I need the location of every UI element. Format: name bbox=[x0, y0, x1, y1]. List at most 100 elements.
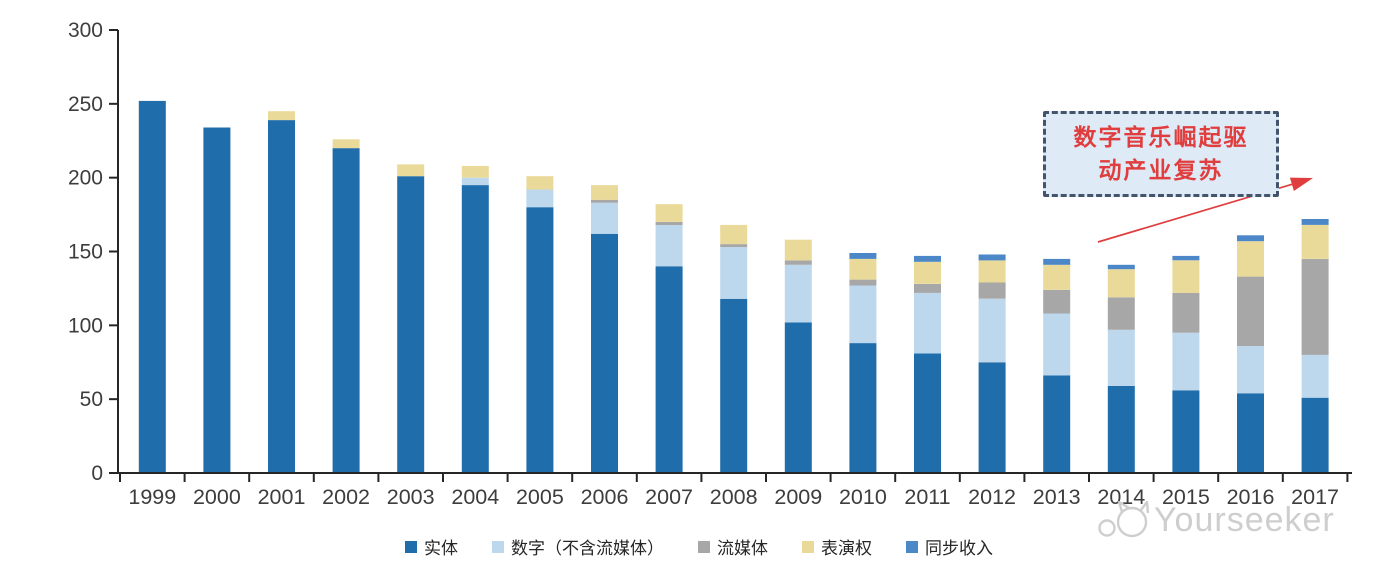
x-tick-label: 2013 bbox=[1033, 485, 1081, 509]
bar-segment bbox=[1107, 269, 1135, 298]
legend-swatch-digital-icon bbox=[492, 540, 504, 553]
bar-segment bbox=[138, 100, 166, 474]
x-tick-label: 2011 bbox=[904, 485, 950, 509]
bar-segment bbox=[1107, 264, 1135, 270]
bar-segment bbox=[1301, 258, 1329, 355]
chart-legend: 实体 数字（不含流媒体） 流媒体 表演权 同步收入 bbox=[0, 534, 1398, 559]
bar-segment bbox=[1172, 332, 1200, 391]
x-tick-label: 2010 bbox=[839, 485, 887, 509]
x-tick-label: 2002 bbox=[322, 485, 370, 509]
y-tick-label: 0 bbox=[91, 462, 103, 485]
x-tick-label: 2004 bbox=[451, 485, 499, 509]
bar-segment bbox=[655, 222, 683, 225]
y-tick-label: 100 bbox=[68, 314, 103, 337]
bar-segment bbox=[332, 139, 360, 149]
bar-segment bbox=[1043, 313, 1071, 376]
bar-segment bbox=[461, 185, 489, 473]
bar-segment bbox=[978, 254, 1006, 261]
bar-segment bbox=[655, 204, 683, 222]
x-tick-label: 2007 bbox=[645, 485, 693, 509]
bar-segment bbox=[784, 239, 812, 261]
bar-segment bbox=[914, 261, 941, 284]
bar-segment bbox=[849, 253, 877, 259]
x-tick-label: 2014 bbox=[1097, 485, 1145, 509]
bar-segment bbox=[978, 282, 1006, 299]
x-tick-label: 2008 bbox=[710, 485, 758, 509]
bar-segment bbox=[720, 244, 748, 248]
bar-segment bbox=[720, 298, 748, 473]
bar-segment bbox=[784, 322, 812, 473]
bar-segment bbox=[591, 199, 618, 203]
x-tick-label: 2012 bbox=[968, 485, 1016, 509]
bar-segment bbox=[655, 224, 683, 267]
bar-segment bbox=[978, 362, 1006, 474]
bar-segment bbox=[1043, 289, 1071, 314]
bar-segment bbox=[978, 260, 1006, 283]
legend-item-sync: 同步收入 bbox=[906, 534, 993, 559]
bar-segment bbox=[720, 224, 748, 245]
bar-segment bbox=[268, 120, 295, 473]
x-tick-label: 2017 bbox=[1291, 485, 1339, 509]
annotation-line-2: 动产业复苏 bbox=[1098, 157, 1224, 183]
x-tick-label: 2003 bbox=[387, 485, 435, 509]
legend-item-streaming: 流媒体 bbox=[698, 534, 768, 559]
bar-segment bbox=[784, 264, 812, 323]
bar-segment bbox=[268, 111, 295, 121]
bar-segment bbox=[332, 148, 360, 473]
bar-segment bbox=[914, 284, 941, 293]
bar-segment bbox=[526, 189, 554, 208]
bar-segment bbox=[1107, 329, 1135, 386]
bar-segment bbox=[1301, 219, 1329, 225]
bar-segment bbox=[1301, 354, 1329, 398]
legend-item-physical: 实体 bbox=[405, 534, 458, 559]
y-tick-label: 50 bbox=[80, 388, 103, 411]
bar-segment bbox=[1301, 397, 1329, 473]
x-tick-label: 2006 bbox=[581, 485, 629, 509]
bar-segment bbox=[591, 202, 618, 234]
bar-segment bbox=[914, 292, 941, 354]
legend-swatch-performance-icon bbox=[802, 540, 814, 553]
legend-item-digital: 数字（不含流媒体） bbox=[492, 534, 664, 559]
bar-segment bbox=[914, 353, 941, 473]
bar-segment bbox=[655, 266, 683, 473]
bar-segment bbox=[849, 279, 877, 286]
bar-segment bbox=[1043, 264, 1071, 290]
annotation-callout: 数字音乐崛起驱 动产业复苏 bbox=[1043, 111, 1279, 197]
legend-swatch-sync-icon bbox=[906, 540, 918, 553]
x-tick-label: 2005 bbox=[516, 485, 564, 509]
bar-segment bbox=[849, 343, 877, 473]
legend-label-physical: 实体 bbox=[424, 539, 458, 558]
x-tick-label: 2000 bbox=[193, 485, 241, 509]
bar-segment bbox=[1107, 297, 1135, 330]
bar-segment bbox=[1172, 255, 1200, 261]
bar-segment bbox=[203, 127, 231, 473]
x-tick-label: 2001 bbox=[258, 485, 306, 509]
annotation-arrowhead bbox=[1289, 177, 1313, 191]
y-tick-label: 300 bbox=[68, 19, 103, 42]
bar-segment bbox=[526, 176, 554, 190]
bar-segment bbox=[1107, 385, 1135, 473]
bar-segment bbox=[1237, 346, 1264, 394]
legend-label-sync: 同步收入 bbox=[925, 539, 993, 558]
legend-swatch-physical-icon bbox=[405, 540, 417, 553]
bar-segment bbox=[1043, 375, 1071, 473]
legend-label-digital: 数字（不含流媒体） bbox=[511, 539, 664, 558]
bar-segment bbox=[461, 177, 489, 186]
y-tick-label: 150 bbox=[68, 241, 103, 264]
bar-segment bbox=[591, 233, 618, 473]
bar-segment bbox=[1172, 390, 1200, 473]
bar-segment bbox=[1172, 292, 1200, 333]
bar-segment bbox=[397, 164, 425, 177]
legend-item-performance: 表演权 bbox=[802, 534, 872, 559]
bar-segment bbox=[1237, 235, 1264, 242]
bar-segment bbox=[784, 260, 812, 265]
bar-segment bbox=[914, 255, 941, 262]
bar-segment bbox=[849, 258, 877, 280]
legend-label-performance: 表演权 bbox=[821, 539, 872, 558]
bar-segment bbox=[1237, 241, 1264, 277]
bar-segment bbox=[978, 298, 1006, 363]
bar-segment bbox=[720, 247, 748, 299]
legend-swatch-streaming-icon bbox=[698, 540, 710, 553]
